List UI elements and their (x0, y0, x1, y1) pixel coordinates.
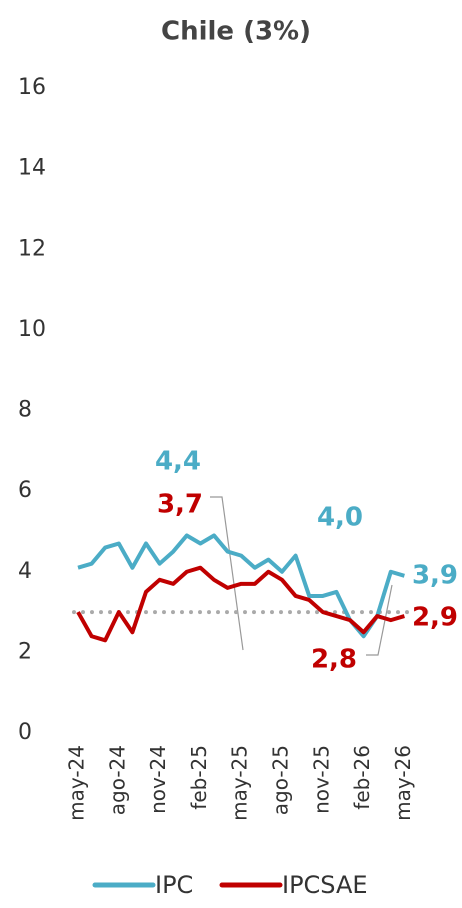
annotation: 3,9 (412, 561, 458, 591)
series-line (76, 565, 405, 643)
y-tick-label: 8 (18, 398, 32, 423)
y-tick-label: 14 (18, 156, 46, 181)
chart-title: Chile (3%) (161, 17, 311, 47)
connector (366, 584, 393, 656)
annotation: 4,4 (155, 447, 201, 477)
legend-label: IPCSAE (282, 871, 368, 899)
x-tick-label: feb-26 (350, 745, 374, 810)
x-tick-label: nov-24 (146, 745, 170, 814)
y-tick-label: 4 (18, 559, 32, 584)
y-tick-label: 6 (18, 478, 32, 503)
annotation: 3,7 (157, 490, 203, 520)
x-tick-label: ago-25 (269, 745, 293, 815)
annotation: 4,0 (317, 503, 363, 533)
x-tick-label: feb-25 (187, 745, 211, 810)
x-tick-label: may-24 (65, 745, 89, 821)
y-tick-label: 0 (18, 720, 32, 745)
x-tick-label: ago-24 (105, 745, 129, 815)
y-tick-label: 2 (18, 639, 32, 664)
x-tick-label: may-26 (391, 745, 415, 821)
connector (210, 496, 244, 651)
y-tick-label: 16 (18, 75, 46, 100)
legend-label: IPC (155, 871, 193, 899)
annotation: 2,8 (311, 645, 357, 675)
x-tick-label: nov-25 (309, 745, 333, 814)
y-tick-label: 12 (18, 236, 46, 261)
annotation: 2,9 (412, 603, 458, 633)
y-tick-label: 10 (18, 317, 46, 342)
x-tick-label: may-25 (228, 745, 252, 821)
